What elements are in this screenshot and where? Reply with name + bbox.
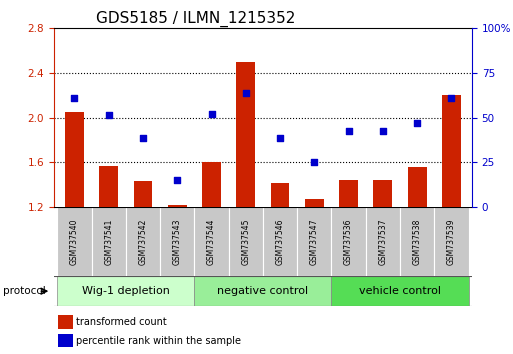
Bar bbox=[297, 207, 331, 276]
Text: transformed count: transformed count bbox=[75, 318, 166, 327]
Text: GSM737538: GSM737538 bbox=[412, 218, 422, 265]
Bar bbox=[442, 95, 461, 207]
Text: percentile rank within the sample: percentile rank within the sample bbox=[75, 336, 241, 346]
Bar bbox=[400, 207, 435, 276]
Bar bbox=[58, 315, 73, 329]
Point bbox=[242, 90, 250, 96]
Point bbox=[173, 177, 181, 183]
Bar bbox=[271, 183, 289, 207]
Text: GSM737541: GSM737541 bbox=[104, 218, 113, 265]
Point bbox=[413, 120, 421, 126]
Text: Wig-1 depletion: Wig-1 depletion bbox=[82, 286, 170, 296]
Point bbox=[70, 95, 78, 101]
Bar bbox=[331, 207, 366, 276]
Bar bbox=[168, 205, 187, 207]
Point bbox=[310, 160, 319, 165]
Bar bbox=[366, 207, 400, 276]
Bar bbox=[194, 276, 331, 306]
Bar bbox=[57, 276, 194, 306]
Text: vehicle control: vehicle control bbox=[359, 286, 441, 296]
Text: GSM737545: GSM737545 bbox=[241, 218, 250, 265]
Bar bbox=[100, 166, 118, 207]
Text: GDS5185 / ILMN_1215352: GDS5185 / ILMN_1215352 bbox=[95, 11, 295, 27]
Bar bbox=[65, 112, 84, 207]
Bar bbox=[133, 181, 152, 207]
Text: GSM737536: GSM737536 bbox=[344, 218, 353, 265]
Bar bbox=[194, 207, 229, 276]
Text: GSM737537: GSM737537 bbox=[379, 218, 387, 265]
Text: GSM737547: GSM737547 bbox=[310, 218, 319, 265]
Point bbox=[379, 128, 387, 134]
Text: negative control: negative control bbox=[218, 286, 308, 296]
Bar bbox=[91, 207, 126, 276]
Bar bbox=[408, 167, 426, 207]
Bar bbox=[160, 207, 194, 276]
Bar bbox=[229, 207, 263, 276]
Bar bbox=[435, 207, 468, 276]
Text: GSM737542: GSM737542 bbox=[139, 218, 147, 265]
Point bbox=[345, 128, 353, 134]
Bar bbox=[373, 180, 392, 207]
Point bbox=[276, 135, 284, 141]
Bar bbox=[263, 207, 297, 276]
Point bbox=[139, 135, 147, 141]
Text: GSM737539: GSM737539 bbox=[447, 218, 456, 265]
Bar bbox=[57, 207, 91, 276]
Point bbox=[447, 95, 456, 101]
Text: GSM737544: GSM737544 bbox=[207, 218, 216, 265]
Bar bbox=[126, 207, 160, 276]
Bar bbox=[339, 180, 358, 207]
Point bbox=[207, 112, 215, 117]
Text: GSM737546: GSM737546 bbox=[275, 218, 285, 265]
Bar bbox=[305, 199, 324, 207]
Bar bbox=[58, 334, 73, 347]
Text: GSM737540: GSM737540 bbox=[70, 218, 79, 265]
Point bbox=[105, 113, 113, 118]
Bar bbox=[202, 162, 221, 207]
Text: GSM737543: GSM737543 bbox=[173, 218, 182, 265]
Bar bbox=[236, 62, 255, 207]
Bar bbox=[331, 276, 468, 306]
Text: protocol: protocol bbox=[3, 286, 45, 296]
